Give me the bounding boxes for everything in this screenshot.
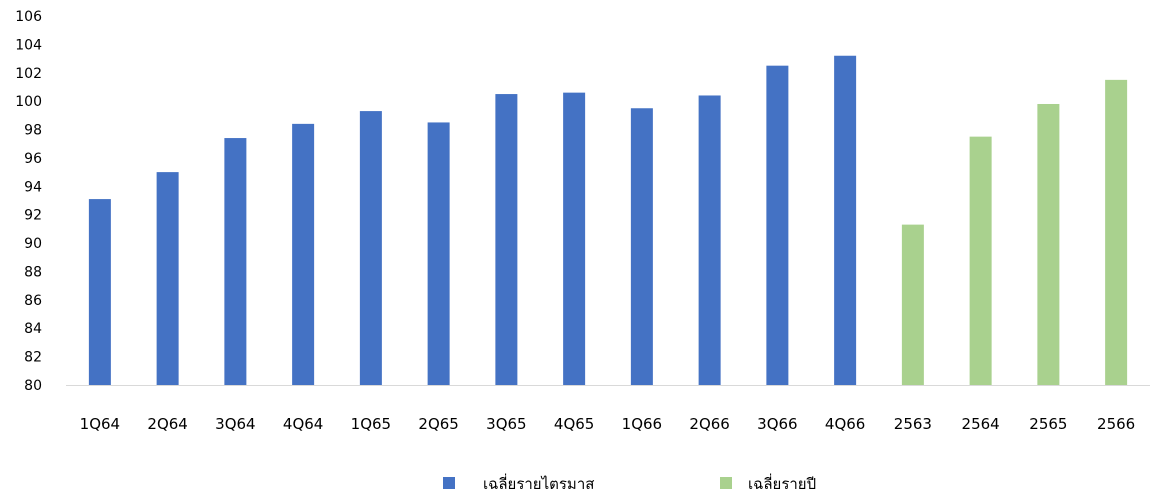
x-tick-label: 2564 bbox=[962, 415, 1000, 433]
x-tick-label: 2566 bbox=[1097, 415, 1135, 433]
bar-2565 bbox=[1037, 103, 1060, 385]
y-tick-label: 92 bbox=[24, 208, 42, 224]
x-tick-label: 2563 bbox=[894, 415, 932, 433]
legend-label-yearly: เฉลี่ยรายปี bbox=[748, 473, 816, 493]
y-tick-label: 80 bbox=[24, 378, 42, 394]
x-tick-label: 2565 bbox=[1029, 415, 1067, 433]
y-tick-label: 104 bbox=[15, 37, 42, 53]
legend-item-yearly: เฉลี่ยรายปี bbox=[720, 473, 816, 493]
bar-2Q64 bbox=[156, 172, 179, 385]
x-tick-label: 2Q65 bbox=[418, 415, 458, 433]
bar-3Q66 bbox=[766, 65, 789, 385]
y-axis-ticks: 80 82 84 86 88 90 92 94 96 98 100 102 104 106 bbox=[15, 9, 42, 394]
x-tick-label: 4Q64 bbox=[283, 415, 323, 433]
x-tick-label: 1Q66 bbox=[622, 415, 662, 433]
y-tick-label: 98 bbox=[24, 123, 42, 139]
y-tick-label: 86 bbox=[24, 293, 42, 309]
legend: เฉลี่ยรายไตรมาส เฉลี่ยรายปี bbox=[443, 473, 816, 493]
y-tick-label: 102 bbox=[15, 66, 42, 82]
y-tick-label: 94 bbox=[24, 179, 42, 195]
bars-group bbox=[88, 55, 1128, 386]
x-tick-label: 2Q66 bbox=[689, 415, 729, 433]
y-tick-label: 90 bbox=[24, 236, 42, 252]
x-tick-label: 3Q64 bbox=[215, 415, 255, 433]
x-tick-label: 1Q64 bbox=[80, 415, 120, 433]
y-tick-label: 84 bbox=[24, 321, 42, 337]
legend-item-quarterly: เฉลี่ยรายไตรมาส bbox=[443, 473, 594, 493]
x-tick-label: 1Q65 bbox=[351, 415, 391, 433]
x-tick-label: 3Q65 bbox=[486, 415, 526, 433]
x-tick-label: 4Q66 bbox=[825, 415, 865, 433]
y-tick-label: 106 bbox=[15, 9, 42, 25]
bar-4Q65 bbox=[563, 92, 586, 385]
legend-label-quarterly: เฉลี่ยรายไตรมาส bbox=[483, 473, 594, 493]
bar-1Q64 bbox=[88, 199, 111, 385]
x-tick-label: 3Q66 bbox=[757, 415, 797, 433]
bar-2Q65 bbox=[427, 122, 450, 385]
x-tick-label: 4Q65 bbox=[554, 415, 594, 433]
bar-4Q64 bbox=[292, 123, 315, 385]
bar-1Q66 bbox=[630, 108, 653, 385]
y-tick-label: 82 bbox=[24, 350, 42, 366]
bar-2564 bbox=[969, 136, 992, 385]
bar-3Q65 bbox=[495, 94, 518, 386]
legend-swatch-quarterly bbox=[443, 477, 455, 489]
legend-swatch-yearly bbox=[720, 477, 732, 489]
y-tick-label: 96 bbox=[24, 151, 42, 167]
bar-2566 bbox=[1105, 79, 1128, 385]
y-tick-label: 100 bbox=[15, 94, 42, 110]
x-tick-label: 2Q64 bbox=[147, 415, 187, 433]
bar-2563 bbox=[901, 224, 924, 385]
bar-1Q65 bbox=[359, 111, 382, 385]
x-axis-ticks: 1Q64 2Q64 3Q64 4Q64 1Q65 2Q65 3Q65 4Q65 1Q66 2Q66… bbox=[80, 415, 1136, 433]
bar-2Q66 bbox=[698, 95, 721, 385]
y-tick-label: 88 bbox=[24, 264, 42, 280]
bar-3Q64 bbox=[224, 138, 247, 385]
bar-4Q66 bbox=[834, 55, 857, 385]
